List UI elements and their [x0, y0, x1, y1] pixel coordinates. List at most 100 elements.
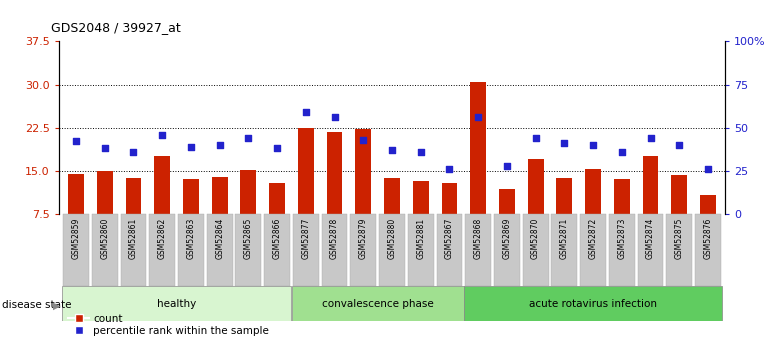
FancyBboxPatch shape [465, 214, 491, 286]
Text: GSM52865: GSM52865 [244, 218, 253, 259]
Bar [183, 179, 199, 214]
Bar [499, 189, 515, 214]
FancyBboxPatch shape [379, 214, 405, 286]
Bar [68, 174, 84, 214]
Text: GSM52863: GSM52863 [187, 218, 195, 259]
Point [529, 135, 542, 141]
Text: GSM52872: GSM52872 [589, 218, 597, 259]
Bar [557, 178, 572, 214]
Point [357, 137, 369, 142]
FancyBboxPatch shape [121, 214, 147, 286]
FancyBboxPatch shape [207, 214, 233, 286]
FancyBboxPatch shape [178, 214, 204, 286]
Text: GSM52866: GSM52866 [273, 218, 281, 259]
Bar [614, 179, 630, 214]
Text: GSM52881: GSM52881 [416, 218, 425, 259]
Bar [327, 132, 343, 214]
Text: GSM52873: GSM52873 [617, 218, 626, 259]
Text: GSM52879: GSM52879 [359, 218, 368, 259]
FancyBboxPatch shape [551, 214, 577, 286]
FancyBboxPatch shape [523, 214, 549, 286]
Text: GSM52868: GSM52868 [474, 218, 483, 259]
Bar [384, 178, 400, 214]
Bar [441, 184, 457, 214]
Point [386, 147, 398, 153]
FancyBboxPatch shape [264, 214, 290, 286]
FancyBboxPatch shape [666, 214, 692, 286]
Bar [585, 169, 601, 214]
Text: GSM52861: GSM52861 [129, 218, 138, 259]
Bar [298, 128, 314, 214]
FancyBboxPatch shape [321, 214, 347, 286]
Text: GSM52859: GSM52859 [71, 218, 81, 259]
Bar [470, 82, 486, 214]
FancyBboxPatch shape [62, 286, 291, 321]
Point [415, 149, 427, 155]
Bar [154, 156, 170, 214]
Text: GSM52864: GSM52864 [215, 218, 224, 259]
Point [242, 135, 255, 141]
Point [156, 132, 169, 137]
Point [328, 115, 341, 120]
Text: GSM52870: GSM52870 [531, 218, 540, 259]
Text: GSM52874: GSM52874 [646, 218, 655, 259]
Point [615, 149, 628, 155]
Point [673, 142, 685, 148]
Text: acute rotavirus infection: acute rotavirus infection [529, 299, 657, 308]
FancyBboxPatch shape [464, 286, 722, 321]
FancyBboxPatch shape [609, 214, 635, 286]
Point [99, 146, 111, 151]
FancyBboxPatch shape [293, 214, 319, 286]
FancyBboxPatch shape [292, 286, 463, 321]
Bar [643, 156, 659, 214]
Point [501, 163, 514, 168]
FancyBboxPatch shape [580, 214, 606, 286]
Text: GDS2048 / 39927_at: GDS2048 / 39927_at [51, 21, 180, 34]
Text: GSM52869: GSM52869 [503, 218, 511, 259]
Point [299, 109, 312, 115]
Text: GSM52867: GSM52867 [445, 218, 454, 259]
Bar [97, 171, 113, 214]
Point [70, 139, 82, 144]
FancyBboxPatch shape [350, 214, 376, 286]
Text: healthy: healthy [157, 299, 196, 308]
Point [127, 149, 140, 155]
Text: GSM52878: GSM52878 [330, 218, 339, 259]
Bar [413, 181, 429, 214]
FancyBboxPatch shape [637, 214, 663, 286]
Bar [212, 177, 227, 214]
FancyBboxPatch shape [695, 214, 721, 286]
Point [644, 135, 657, 141]
Text: GSM52860: GSM52860 [100, 218, 109, 259]
Point [185, 144, 198, 149]
Legend: count, percentile rank within the sample: count, percentile rank within the sample [64, 309, 273, 340]
Text: GSM52862: GSM52862 [158, 218, 167, 259]
Point [443, 166, 456, 172]
Bar [528, 159, 543, 214]
Bar [671, 175, 687, 214]
Bar [125, 178, 141, 214]
FancyBboxPatch shape [63, 214, 89, 286]
Text: GSM52871: GSM52871 [560, 218, 569, 259]
Text: GSM52876: GSM52876 [703, 218, 713, 259]
Bar [241, 170, 256, 214]
Text: GSM52875: GSM52875 [675, 218, 684, 259]
FancyBboxPatch shape [408, 214, 434, 286]
FancyBboxPatch shape [92, 214, 118, 286]
Point [472, 115, 485, 120]
FancyBboxPatch shape [437, 214, 463, 286]
Bar [269, 184, 285, 214]
Text: GSM52877: GSM52877 [301, 218, 310, 259]
Point [558, 140, 571, 146]
Point [586, 142, 599, 148]
FancyBboxPatch shape [235, 214, 261, 286]
Bar [700, 195, 716, 214]
Point [213, 142, 226, 148]
FancyBboxPatch shape [494, 214, 520, 286]
Text: ▶: ▶ [53, 300, 61, 310]
FancyBboxPatch shape [149, 214, 175, 286]
Point [270, 146, 283, 151]
Point [702, 166, 714, 172]
Text: disease state: disease state [2, 300, 71, 310]
Text: convalescence phase: convalescence phase [321, 299, 434, 308]
